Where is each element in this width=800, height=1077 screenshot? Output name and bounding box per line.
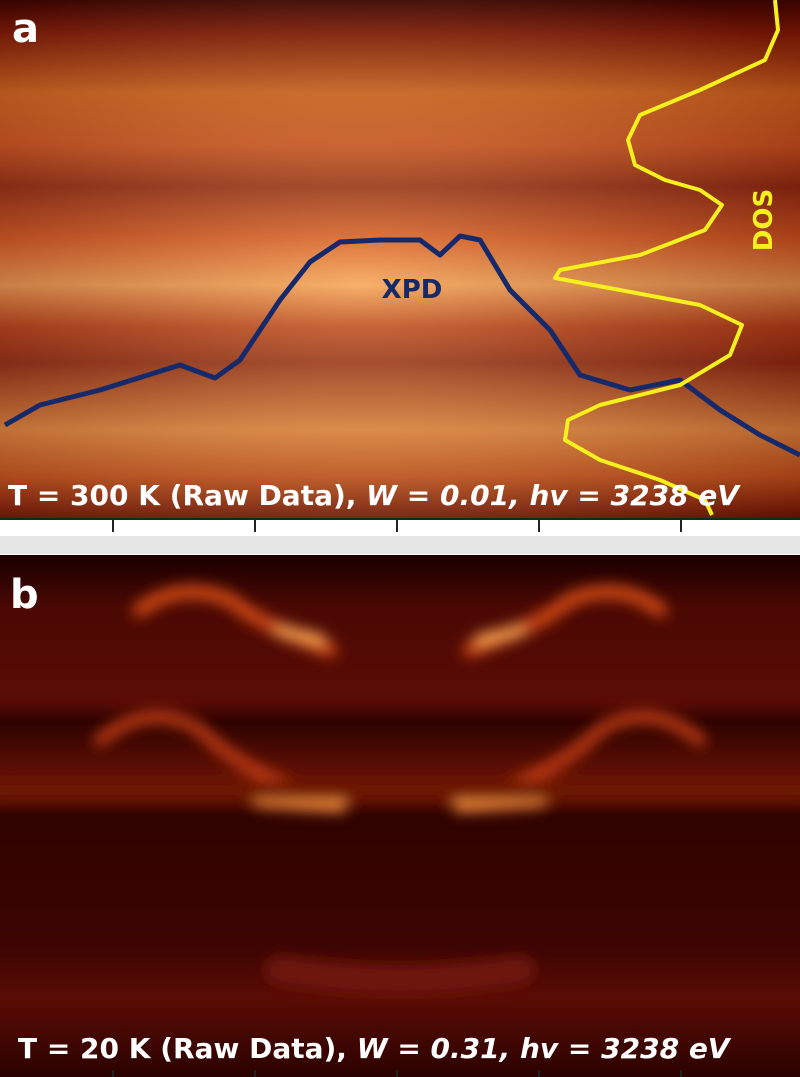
caption-plain: T = 20 K (Raw Data),: [18, 1032, 357, 1065]
dos-curve: [553, 0, 780, 516]
panel-label: a: [12, 6, 39, 52]
xpd-label: XPD: [382, 275, 443, 305]
panel-caption: T = 300 K (Raw Data), W = 0.01, hv = 323…: [8, 479, 741, 512]
ticks-a: [0, 518, 800, 532]
panel-b: b T = 20 K (Raw Data), W = 0.31, hv = 32…: [0, 555, 800, 1077]
dos-label: DOS: [749, 189, 779, 251]
panel-a-shade: [0, 0, 800, 518]
panel-label: b: [10, 572, 39, 618]
panel-b-image: [0, 555, 800, 1077]
panel-caption: T = 20 K (Raw Data), W = 0.31, hv = 3238…: [18, 1032, 732, 1065]
ticks-b: [112, 1070, 682, 1077]
panel-a: a XPD DOS T = 300 K (Raw Data), W = 0.01…: [0, 0, 800, 518]
caption-plain: T = 300 K (Raw Data),: [8, 479, 366, 512]
caption-italic: W = 0.31, hv = 3238 eV: [357, 1032, 732, 1065]
panel-b-features: [0, 585, 800, 995]
caption-italic: W = 0.01, hv = 3238 eV: [366, 479, 741, 512]
xpd-curve: [3, 233, 800, 458]
separator: [0, 536, 800, 554]
